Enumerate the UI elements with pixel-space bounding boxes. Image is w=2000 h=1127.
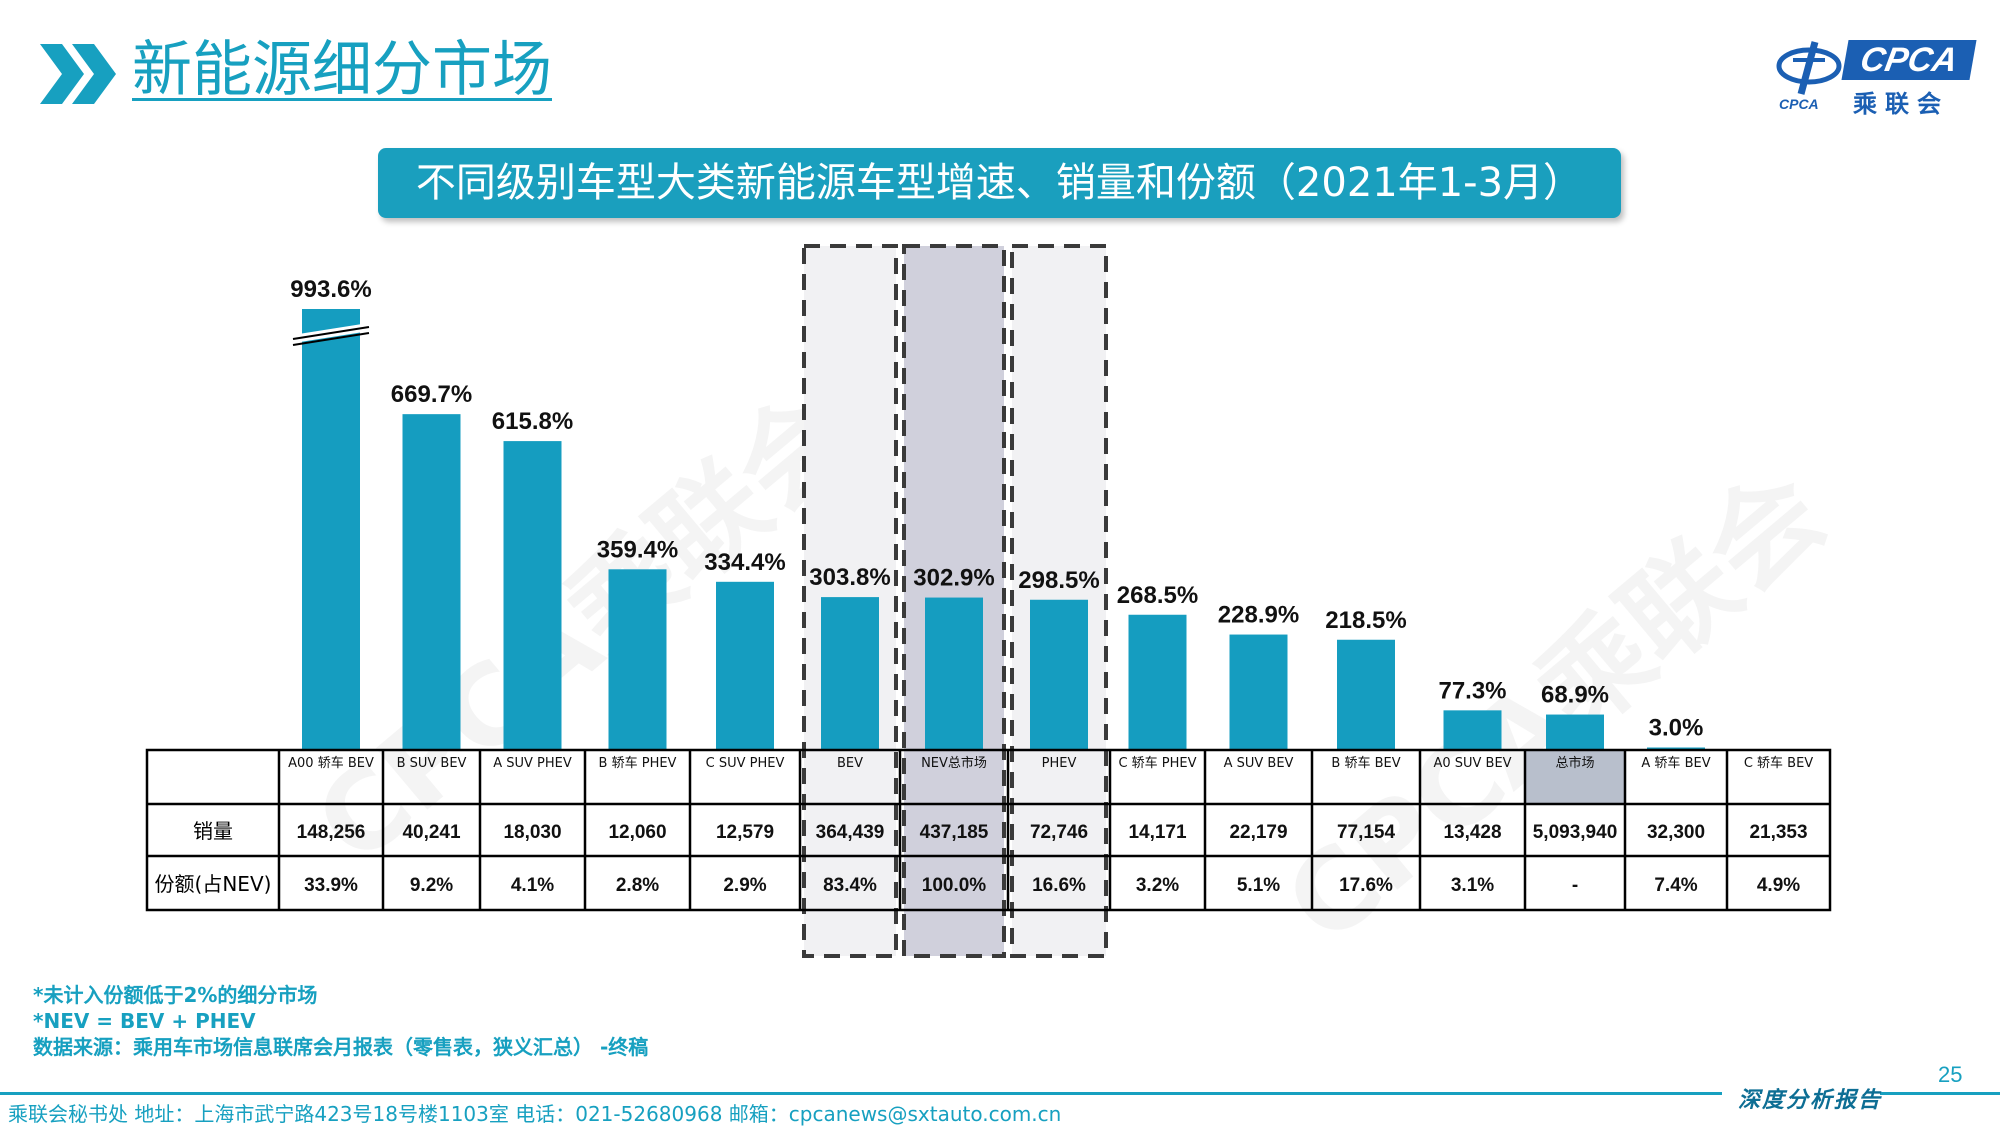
share-cell: 4.1% xyxy=(511,875,554,896)
share-cell: 100.0% xyxy=(922,875,987,896)
footer-divider xyxy=(0,1092,1722,1095)
bar-value-label: 359.4% xyxy=(597,536,678,563)
category-label: C 轿车 PHEV xyxy=(1118,755,1196,771)
bar-value-label: 218.5% xyxy=(1325,607,1406,634)
row-label-share: 份额(占NEV) xyxy=(155,872,272,896)
bar xyxy=(503,441,562,749)
bar-value-label: 228.9% xyxy=(1218,602,1299,629)
category-label: B 轿车 BEV xyxy=(1331,755,1400,771)
highlight-box xyxy=(802,244,898,958)
bar-value-label: 669.7% xyxy=(391,381,472,408)
category-label: A SUV PHEV xyxy=(493,756,572,771)
page-number: 25 xyxy=(1938,1062,1963,1087)
bar-value-label: 302.9% xyxy=(913,565,994,592)
bar xyxy=(302,309,360,749)
sales-cell: 148,256 xyxy=(297,822,366,843)
row-label-sales: 销量 xyxy=(193,819,233,843)
bar-value-label: 993.6% xyxy=(290,276,371,303)
note-line: *未计入份额低于2%的细分市场 xyxy=(33,983,318,1007)
sales-cell: 13,428 xyxy=(1443,822,1501,843)
sales-cell: 32,300 xyxy=(1647,822,1705,843)
bar-value-label: 334.4% xyxy=(704,549,785,576)
cpca-emblem-icon xyxy=(1776,41,1842,95)
chevron-arrows-icon xyxy=(40,44,116,104)
bar xyxy=(1030,599,1088,749)
bar xyxy=(402,414,461,749)
sales-cell: 18,030 xyxy=(503,822,561,843)
bar-value-label: 298.5% xyxy=(1018,567,1099,594)
share-cell: 4.9% xyxy=(1757,875,1800,896)
bar xyxy=(925,597,983,749)
category-label: A SUV BEV xyxy=(1224,756,1294,771)
sales-cell: 14,171 xyxy=(1128,822,1187,843)
sales-cell: 77,154 xyxy=(1337,822,1396,843)
bar xyxy=(608,569,667,749)
category-label: B 轿车 PHEV xyxy=(599,755,677,771)
footer-contact: 乘联会秘书处 地址：上海市武宁路423号18号楼1103室 电话：021-526… xyxy=(8,1102,1062,1126)
bar xyxy=(1546,714,1604,749)
category-label: NEV总市场 xyxy=(921,755,987,771)
note-line: 数据来源：乘用车市场信息联席会月报表（零售表，狭义汇总） -终稿 xyxy=(33,1035,649,1059)
bar-value-label: 303.8% xyxy=(809,564,890,591)
bar-value-label: 268.5% xyxy=(1117,582,1198,609)
sales-cell: 12,579 xyxy=(716,822,774,843)
share-cell: 16.6% xyxy=(1032,875,1086,896)
sales-cell: 40,241 xyxy=(402,822,461,843)
sales-cell: 22,179 xyxy=(1229,822,1287,843)
bar-value-label: 77.3% xyxy=(1438,677,1506,704)
bar xyxy=(1443,710,1502,749)
share-cell: 3.2% xyxy=(1136,875,1179,896)
share-cell: 9.2% xyxy=(410,875,453,896)
bar xyxy=(1128,614,1187,749)
sales-cell: 364,439 xyxy=(816,822,885,843)
share-cell: 2.8% xyxy=(616,875,659,896)
sales-cell: 5,093,940 xyxy=(1533,822,1618,843)
share-cell: 2.9% xyxy=(723,875,766,896)
sales-cell: 72,746 xyxy=(1030,822,1088,843)
data-table-frame xyxy=(145,748,1832,912)
sales-cell: 21,353 xyxy=(1749,822,1807,843)
axis-break-line xyxy=(292,332,370,346)
share-cell: 83.4% xyxy=(823,875,877,896)
share-cell: 33.9% xyxy=(304,875,358,896)
logo-cn-name: 乘联会 xyxy=(1853,90,1949,118)
total-market-header-cell xyxy=(1525,750,1625,804)
category-label: C 轿车 BEV xyxy=(1744,755,1813,771)
sales-cell: 437,185 xyxy=(920,822,989,843)
bar xyxy=(1337,639,1395,749)
category-label: 总市场 xyxy=(1555,755,1594,771)
bar-value-label: 68.9% xyxy=(1541,682,1609,709)
bar xyxy=(821,597,879,749)
share-cell: 17.6% xyxy=(1339,875,1393,896)
category-label: B SUV BEV xyxy=(397,756,467,771)
share-cell: 5.1% xyxy=(1237,875,1280,896)
category-label: BEV xyxy=(837,756,863,771)
page-title: 新能源细分市场 xyxy=(132,35,552,105)
axis-break-line xyxy=(292,326,370,340)
share-cell: - xyxy=(1572,875,1578,896)
footer-divider xyxy=(1880,1092,2000,1095)
category-label: C SUV PHEV xyxy=(706,756,785,771)
cpca-logo: CPCA 乘联会 CPCA xyxy=(1775,38,1977,118)
share-cell: 7.4% xyxy=(1654,875,1697,896)
bar-value-label: 615.8% xyxy=(492,408,573,435)
bar-value-label: 3.0% xyxy=(1649,715,1704,742)
logo-sub: CPCA xyxy=(1779,96,1819,112)
category-label: A0 SUV BEV xyxy=(1433,756,1511,771)
chart-banner-title: 不同级别车型大类新能源车型增速、销量和份额（2021年1-3月） xyxy=(378,148,1621,218)
category-label: PHEV xyxy=(1042,756,1077,771)
bar xyxy=(716,581,774,749)
sales-cell: 12,060 xyxy=(608,822,666,843)
footer-report-label: 深度分析报告 xyxy=(1738,1088,1883,1113)
category-label: A00 轿车 BEV xyxy=(288,755,374,771)
note-line: *NEV = BEV + PHEV xyxy=(33,1009,256,1033)
category-label: A 轿车 BEV xyxy=(1641,755,1710,771)
bar xyxy=(1647,747,1705,749)
chart-notes: *未计入份额低于2%的细分市场 *NEV = BEV + PHEV 数据来源：乘… xyxy=(33,982,648,1060)
bar xyxy=(1229,634,1288,749)
share-cell: 3.1% xyxy=(1451,875,1494,896)
